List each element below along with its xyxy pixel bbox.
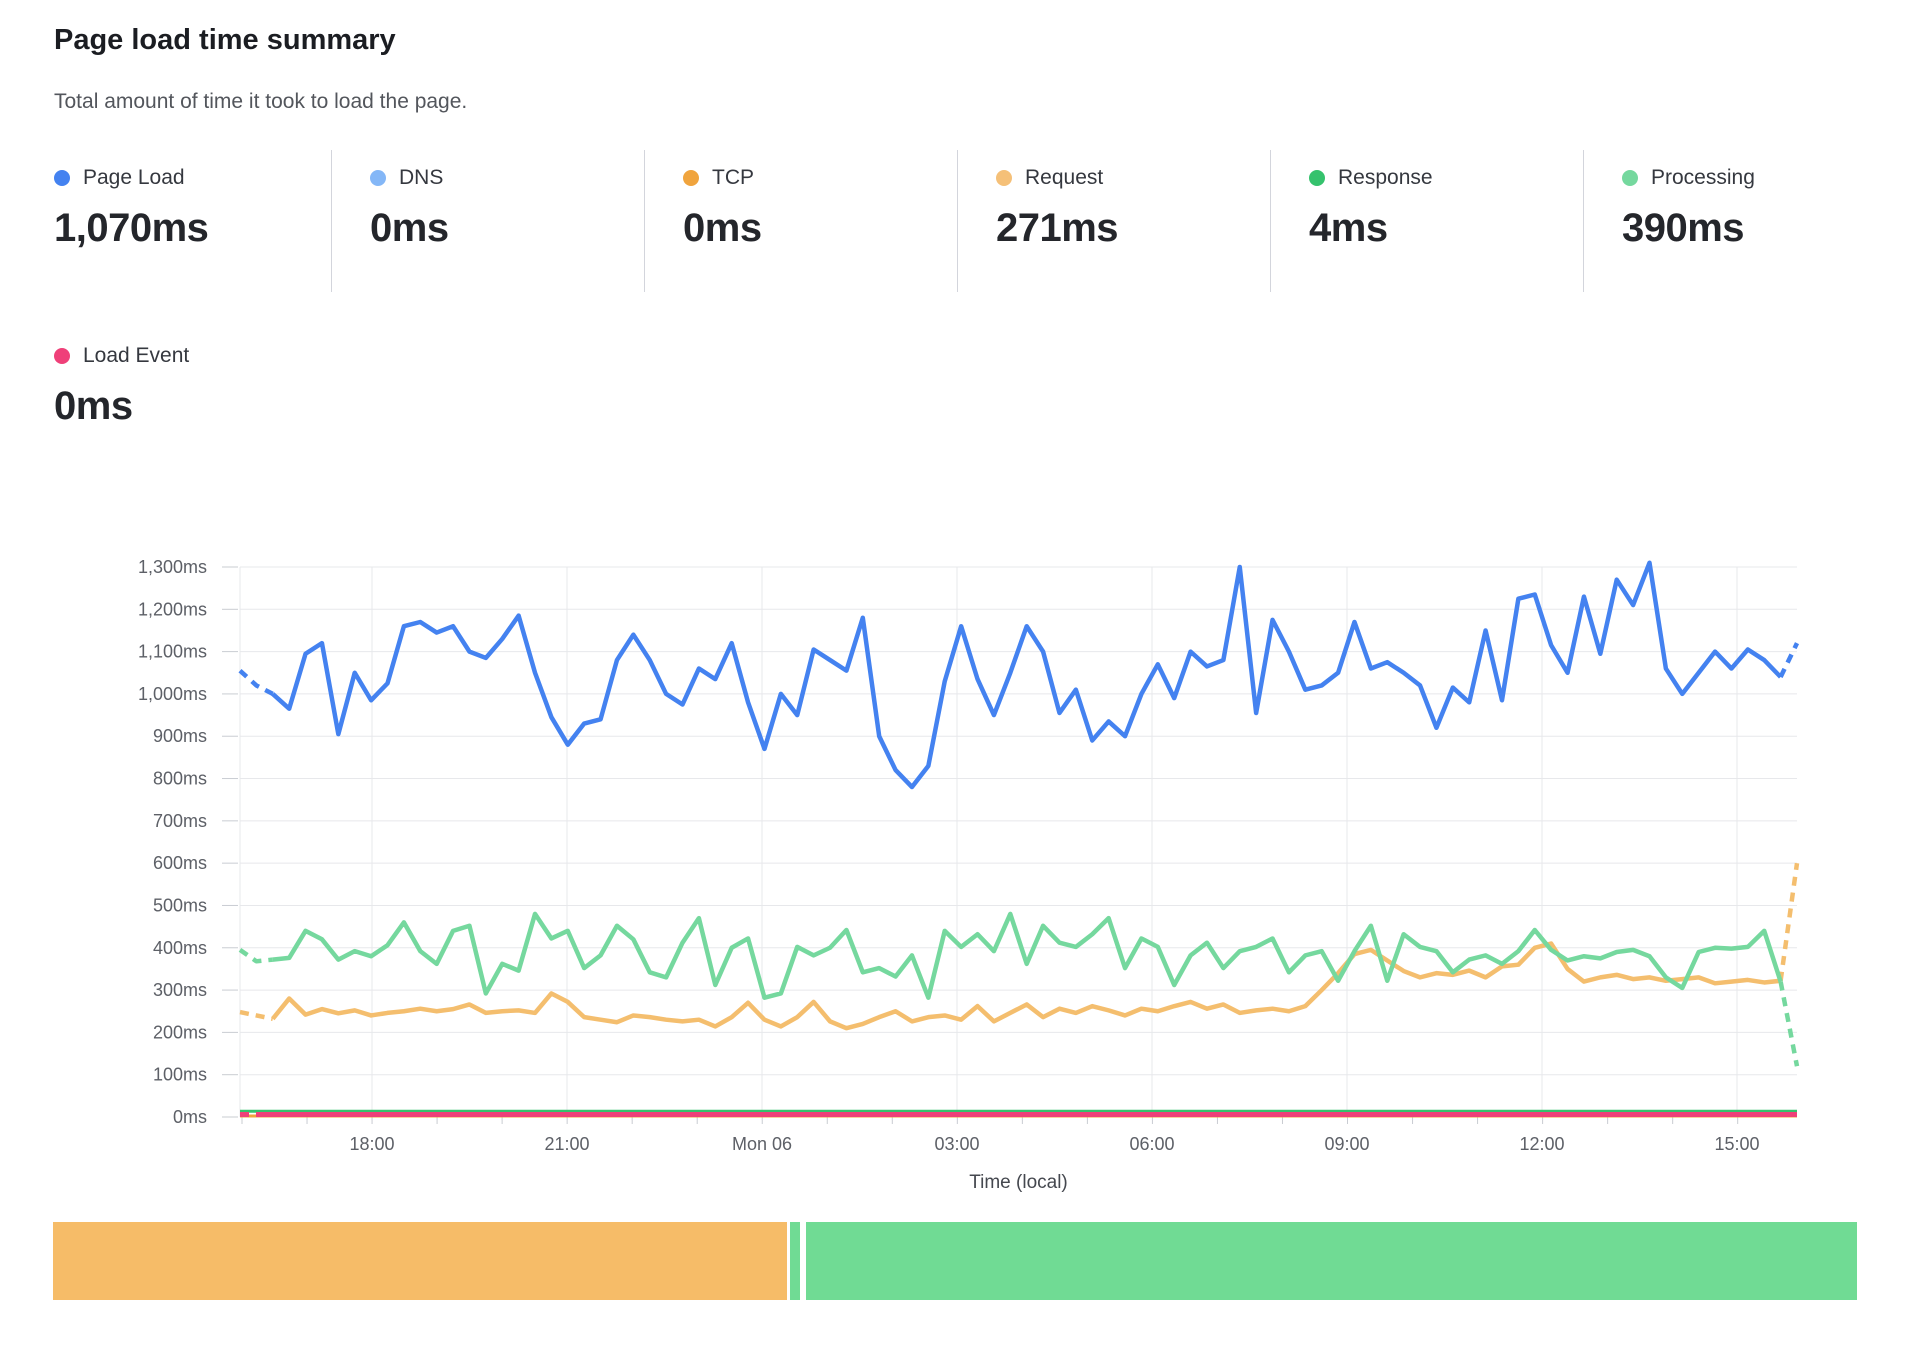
bar-segment-processing-share bbox=[805, 1222, 1857, 1300]
metric-tcp: TCP 0ms bbox=[644, 150, 957, 292]
y-tick-label: 1,300ms bbox=[138, 557, 207, 577]
y-tick-label: 200ms bbox=[153, 1022, 207, 1042]
page-load-line-tail-dash bbox=[1778, 642, 1800, 678]
y-tick-label: 900ms bbox=[153, 726, 207, 746]
metric-request: Request 271ms bbox=[957, 150, 1270, 292]
y-tick-label: 300ms bbox=[153, 980, 207, 1000]
metric-label: DNS bbox=[399, 166, 444, 189]
metric-label: TCP bbox=[712, 166, 754, 189]
metric-page-load: Page Load 1,070ms bbox=[54, 150, 331, 292]
panel-title: Page load time summary bbox=[54, 24, 396, 56]
x-tick-label: 21:00 bbox=[544, 1134, 589, 1154]
metric-value: 0ms bbox=[54, 384, 133, 428]
y-tick-label: 500ms bbox=[153, 895, 207, 915]
page-load-line bbox=[271, 560, 1783, 790]
metric-processing: Processing 390ms bbox=[1583, 150, 1896, 292]
processing-line-lead-dash bbox=[238, 948, 274, 964]
bar-segment-gap bbox=[800, 1222, 806, 1300]
y-tick-label: 800ms bbox=[153, 769, 207, 789]
metric-value: 4ms bbox=[1309, 206, 1388, 250]
metric-value: 390ms bbox=[1622, 206, 1745, 250]
bar-segment-gap bbox=[787, 1222, 791, 1300]
metric-label: Processing bbox=[1651, 166, 1755, 189]
metrics-legend-row-2: Load Event 0ms bbox=[54, 328, 331, 429]
x-tick-label: 15:00 bbox=[1714, 1134, 1759, 1154]
bar-segment-request-share bbox=[53, 1222, 788, 1300]
metric-dns: DNS 0ms bbox=[331, 150, 644, 292]
request-line-lead-dash bbox=[239, 1009, 274, 1022]
y-tick-label: 1,000ms bbox=[138, 684, 207, 704]
y-tick-label: 400ms bbox=[153, 938, 207, 958]
y-tick-label: 700ms bbox=[153, 811, 207, 831]
metric-label: Page Load bbox=[83, 166, 185, 189]
request-dot-icon bbox=[996, 170, 1012, 186]
bar-segment-response-share bbox=[790, 1222, 801, 1300]
x-axis-title: Time (local) bbox=[969, 1172, 1068, 1193]
y-tick-label: 1,100ms bbox=[138, 642, 207, 662]
load-event-dot-icon bbox=[54, 348, 70, 364]
load-phase-summary-bar bbox=[53, 1222, 1857, 1300]
panel-subtitle: Total amount of time it took to load the… bbox=[54, 90, 468, 113]
x-tick-label: 06:00 bbox=[1129, 1134, 1174, 1154]
y-tick-label: 1,200ms bbox=[138, 599, 207, 619]
processing-dot-icon bbox=[1622, 170, 1638, 186]
metric-response: Response 4ms bbox=[1270, 150, 1583, 292]
x-tick-label: 09:00 bbox=[1324, 1134, 1369, 1154]
metric-value: 0ms bbox=[370, 206, 449, 250]
metric-label: Request bbox=[1025, 166, 1104, 189]
y-tick-label: 100ms bbox=[153, 1065, 207, 1085]
request-line-tail-dash bbox=[1778, 862, 1800, 982]
dns-dot-icon bbox=[370, 170, 386, 186]
x-tick-label: 18:00 bbox=[349, 1134, 394, 1154]
x-tick-label: Mon 06 bbox=[732, 1134, 792, 1154]
metric-value: 271ms bbox=[996, 206, 1119, 250]
x-tick-label: 12:00 bbox=[1519, 1134, 1564, 1154]
request-line bbox=[271, 941, 1781, 1031]
metric-label: Response bbox=[1338, 166, 1433, 189]
page-load-dot-icon bbox=[54, 170, 70, 186]
y-tick-label: 600ms bbox=[153, 853, 207, 873]
metric-value: 0ms bbox=[683, 206, 762, 250]
load-time-chart[interactable]: 0ms 100ms 200ms 300ms 400ms 500ms 600ms 700ms 80… bbox=[0, 440, 1910, 1230]
tcp-dot-icon bbox=[683, 170, 699, 186]
page-load-line-lead-dash bbox=[238, 668, 274, 696]
metric-load-event: Load Event 0ms bbox=[54, 328, 331, 429]
metrics-legend-row-1: Page Load 1,070ms DNS 0ms TCP 0ms Reques… bbox=[54, 150, 1896, 292]
x-tick-label: 03:00 bbox=[934, 1134, 979, 1154]
processing-line-tail-dash bbox=[1778, 981, 1800, 1067]
processing-line bbox=[272, 911, 1783, 1000]
response-dot-icon bbox=[1309, 170, 1325, 186]
y-tick-label: 0ms bbox=[173, 1107, 207, 1127]
metric-value: 1,070ms bbox=[54, 206, 209, 250]
metric-label: Load Event bbox=[83, 344, 190, 367]
